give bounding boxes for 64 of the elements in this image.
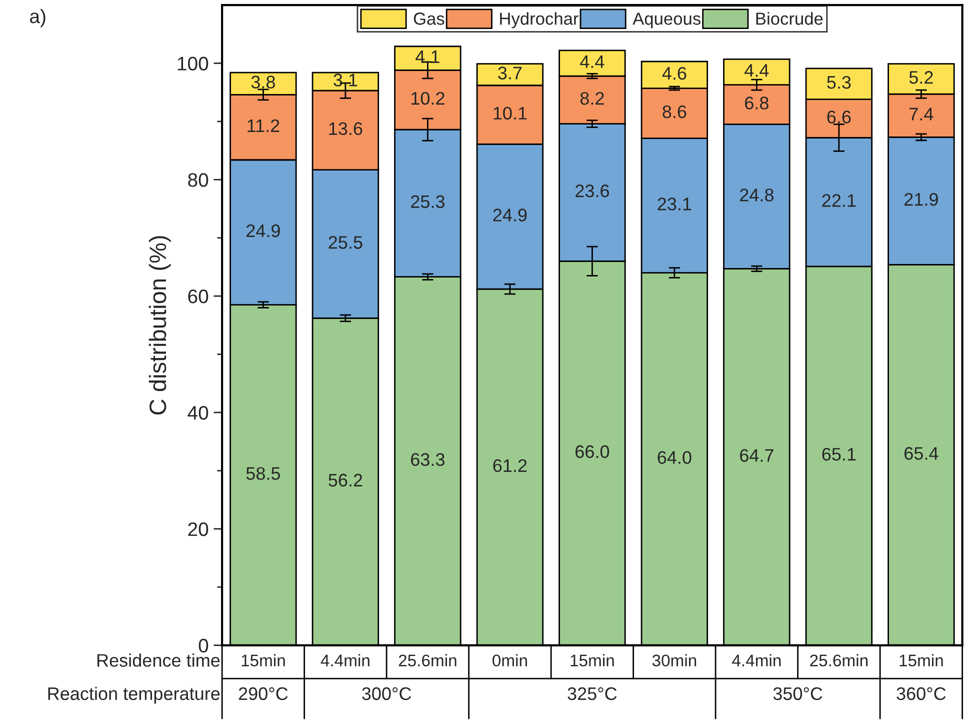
legend-label: Aqueous: [632, 12, 700, 28]
y-tick-label: 20: [188, 522, 208, 536]
x2-axis-title: Reaction temperature: [48, 686, 220, 704]
data-label: 24.8: [740, 188, 774, 202]
data-label: 4.6: [662, 66, 686, 80]
text: 325°C: [568, 687, 617, 700]
x-tick-label: 30min: [652, 654, 696, 666]
x-tick-label: 25.6min: [810, 654, 868, 666]
x-tick-label: 4.4min: [320, 654, 370, 666]
data-label: 3.8: [251, 76, 275, 88]
x-tick-label: 15min: [900, 654, 943, 666]
data-label: 66.0: [576, 445, 610, 458]
data-label: 8.6: [662, 105, 686, 118]
data-label: 7.4: [910, 108, 934, 120]
y-tick-label: 100: [178, 56, 208, 70]
y-tick-label: 60: [188, 290, 208, 304]
text: 360°C: [896, 687, 946, 700]
data-label: 61.2: [493, 459, 527, 472]
data-label: 64.0: [658, 451, 692, 464]
data-label: 10.1: [494, 106, 527, 120]
legend-label: Biocrude: [756, 12, 823, 25]
y-tick-label: 40: [188, 406, 208, 420]
text: 350°C: [773, 687, 822, 700]
data-label: 25.3: [411, 195, 444, 208]
data-label: 22.1: [822, 194, 856, 207]
x-tick-label: 25.6min: [398, 654, 456, 666]
data-label: 11.2: [248, 119, 280, 132]
data-label: 6.8: [745, 96, 768, 110]
data-label: 63.3: [411, 453, 444, 466]
x-tick-label: 4.4min: [732, 654, 781, 666]
y-tick-label: 80: [188, 173, 208, 187]
data-label: 13.6: [329, 122, 362, 136]
y-axis-title: C distribution (%): [148, 236, 171, 415]
y-tick-label: 0: [198, 638, 208, 653]
data-label: 23.1: [658, 198, 692, 210]
data-label: 3.1: [334, 74, 358, 86]
data-label: 6.6: [827, 110, 851, 124]
x-tick-label: 15min: [242, 654, 285, 666]
data-label: 24.9: [493, 208, 527, 222]
legend-label: Gas: [414, 12, 444, 25]
data-label: 25.5: [328, 236, 362, 249]
data-label: 3.7: [498, 66, 522, 80]
data-label: 4.4: [744, 64, 769, 77]
text: a): [30, 8, 46, 28]
data-label: 64.7: [740, 449, 774, 462]
text: 290°C: [238, 687, 288, 700]
x-tick-label: 15min: [570, 654, 614, 666]
data-label: 58.5: [246, 467, 280, 480]
data-label: 23.6: [576, 184, 609, 198]
data-label: 65.1: [822, 448, 856, 461]
data-label: 24.9: [246, 224, 280, 238]
data-label: 5.2: [909, 71, 933, 84]
x-axis-title: Residence time: [97, 654, 220, 667]
data-label: 65.4: [904, 447, 938, 460]
data-label: 4.4: [580, 56, 604, 68]
x-tick-label: 0min: [492, 654, 527, 666]
data-label: 4.1: [416, 50, 440, 63]
data-label: 10.2: [412, 92, 444, 105]
legend-label: Hydrochar: [500, 12, 578, 28]
text: 300°C: [362, 687, 412, 700]
data-label: 8.2: [580, 92, 604, 105]
data-label: 56.2: [328, 474, 362, 487]
data-label: 21.9: [904, 192, 938, 206]
data-label: 5.3: [827, 76, 851, 89]
